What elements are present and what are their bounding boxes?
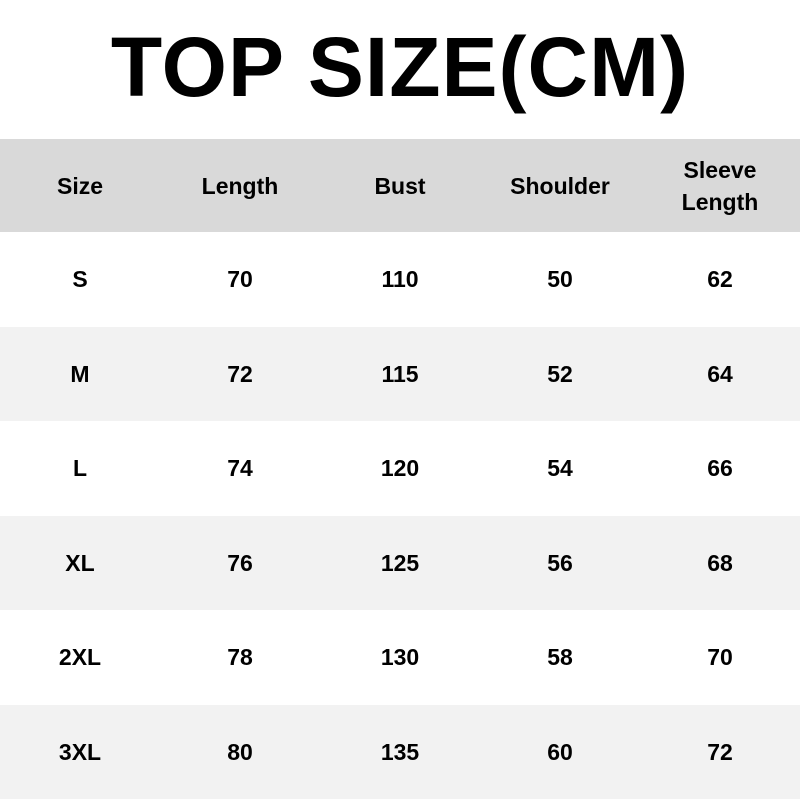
cell-bust: 130 (380, 644, 420, 671)
cell-bust: 115 (381, 360, 419, 387)
header-size: Size (56, 172, 104, 199)
cell-bust: 110 (381, 266, 419, 293)
cell-length: 72 (227, 360, 253, 387)
cell-sleeve-length: 70 (707, 644, 733, 671)
header-length: Length (201, 172, 279, 199)
table-row: XL 76 125 56 68 (0, 515, 800, 610)
size-table: Size Length Bust Shoulder Sleeve Length … (0, 139, 800, 799)
header-bust: Bust (374, 172, 426, 199)
cell-size: XL (65, 549, 95, 576)
cell-size: L (72, 455, 88, 482)
cell-length: 80 (227, 738, 253, 765)
cell-shoulder: 50 (547, 266, 573, 293)
cell-shoulder: 58 (547, 644, 573, 671)
cell-size: S (72, 266, 88, 293)
table-header-row: Size Length Bust Shoulder Sleeve Length (0, 139, 800, 232)
table-row: 3XL 80 135 60 72 (0, 704, 800, 799)
cell-bust: 120 (380, 455, 420, 482)
cell-length: 76 (227, 549, 253, 576)
header-shoulder: Shoulder (510, 172, 610, 199)
cell-size: M (70, 360, 90, 387)
cell-shoulder: 56 (547, 549, 573, 576)
header-sleeve-length: Sleeve Length (681, 156, 759, 215)
cell-sleeve-length: 68 (707, 549, 733, 576)
cell-length: 78 (227, 644, 253, 671)
cell-sleeve-length: 72 (707, 738, 733, 765)
cell-sleeve-length: 64 (707, 360, 733, 387)
cell-bust: 135 (380, 738, 420, 765)
cell-length: 70 (227, 266, 253, 293)
cell-size: 3XL (58, 738, 102, 765)
cell-sleeve-length: 62 (707, 266, 733, 293)
cell-size: 2XL (58, 644, 102, 671)
cell-sleeve-length: 66 (707, 455, 733, 482)
cell-length: 74 (227, 455, 253, 482)
page-title: TOP SIZE(CM) (110, 20, 690, 114)
table-row: M 72 115 52 64 (0, 326, 800, 421)
table-row: S 70 110 50 62 (0, 232, 800, 327)
cell-shoulder: 60 (547, 738, 573, 765)
cell-shoulder: 52 (547, 360, 573, 387)
table-row: L 74 120 54 66 (0, 421, 800, 516)
table-row: 2XL 78 130 58 70 (0, 610, 800, 705)
cell-bust: 125 (380, 549, 420, 576)
cell-shoulder: 54 (547, 455, 573, 482)
